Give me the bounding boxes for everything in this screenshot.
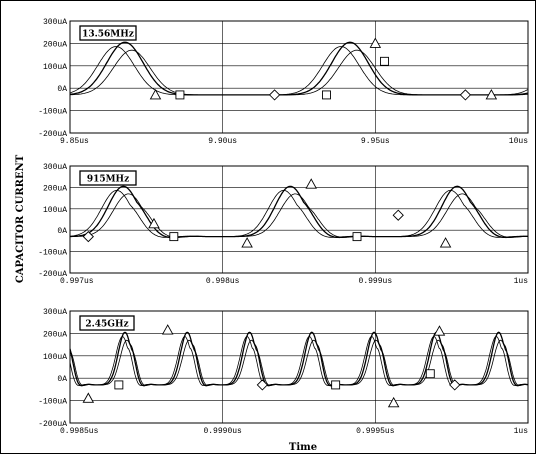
y-tick-label: 0A xyxy=(57,375,67,384)
marker-triangle xyxy=(148,217,160,229)
marker-square xyxy=(425,369,435,379)
frequency-label-box xyxy=(79,315,135,331)
marker-triangle xyxy=(387,396,400,408)
x-tick-label: 0.997us xyxy=(60,277,94,286)
x-tick-label: 0.9990us xyxy=(203,427,242,436)
frequency-label-box xyxy=(79,170,137,186)
x-tick-label: 10us xyxy=(509,137,528,146)
y-axis-label: CAPACITOR CURRENT xyxy=(15,154,26,283)
y-tick-label: 300uA xyxy=(43,308,67,317)
x-axis-label: Time xyxy=(289,442,317,453)
x-tick-label: 9.90us xyxy=(208,137,237,146)
x-tick-label: 9.85us xyxy=(60,137,89,146)
y-tick-label: -200uA xyxy=(38,420,67,429)
marker-diamond xyxy=(268,89,281,101)
marker-square xyxy=(322,90,331,100)
plot-frame xyxy=(69,310,529,424)
frequency-label: 13.56MHz xyxy=(82,30,134,40)
marker-triangle xyxy=(305,178,317,189)
y-tick-label: -200uA xyxy=(38,270,67,279)
x-tick-label: 1us xyxy=(514,277,529,286)
marker-diamond xyxy=(459,89,472,101)
trace-main xyxy=(70,185,528,239)
plot-frame xyxy=(69,165,529,274)
trace-secondary xyxy=(69,190,528,238)
trace-tertiary xyxy=(69,49,529,96)
x-tick-label: 9.95us xyxy=(361,137,390,146)
marker-diamond xyxy=(256,379,268,391)
y-tick-label: 0A xyxy=(57,227,67,236)
marker-triangle xyxy=(369,37,382,48)
y-tick-label: 100uA xyxy=(43,206,67,215)
trace-tertiary xyxy=(69,339,529,387)
marker-diamond xyxy=(392,209,404,221)
y-tick-label: 200uA xyxy=(43,40,67,49)
y-tick-label: 100uA xyxy=(43,353,67,362)
trace-tertiary xyxy=(70,193,528,238)
marker-diamond xyxy=(449,379,461,391)
y-tick-label: 100uA xyxy=(43,63,67,72)
marker-triangle xyxy=(439,237,452,248)
x-tick-label: 0.999us xyxy=(359,277,393,286)
x-tick-label: 0.9995us xyxy=(356,427,395,436)
y-tick-label: -100uA xyxy=(38,108,67,117)
marker-triangle xyxy=(149,88,162,100)
y-tick-label: -200uA xyxy=(38,130,67,139)
plot-frame xyxy=(69,20,529,134)
marker-triangle xyxy=(433,325,446,336)
y-tick-label: -100uA xyxy=(38,249,67,258)
marker-square xyxy=(380,56,389,66)
marker-square xyxy=(114,380,124,390)
x-tick-label: 0.998us xyxy=(206,277,240,286)
y-tick-label: 300uA xyxy=(43,18,67,27)
marker-square xyxy=(175,90,185,100)
marker-triangle xyxy=(82,392,95,403)
y-tick-label: 0A xyxy=(57,85,67,94)
marker-square xyxy=(331,380,341,390)
frequency-label-box xyxy=(79,25,137,41)
marker-triangle xyxy=(161,324,174,335)
y-tick-label: -100uA xyxy=(38,398,67,407)
marker-square xyxy=(169,232,179,242)
y-tick-label: 300uA xyxy=(43,163,67,172)
marker-triangle xyxy=(241,237,253,248)
x-tick-label: 0.9985us xyxy=(60,427,99,436)
marker-triangle xyxy=(485,88,498,100)
frequency-label: 2.45GHz xyxy=(85,320,128,330)
marker-square xyxy=(352,232,362,242)
y-tick-label: 200uA xyxy=(43,330,67,339)
frequency-label: 915MHz xyxy=(87,175,129,185)
y-tick-label: 200uA xyxy=(43,184,67,193)
x-tick-label: 1us xyxy=(514,427,529,436)
marker-diamond xyxy=(82,230,94,243)
